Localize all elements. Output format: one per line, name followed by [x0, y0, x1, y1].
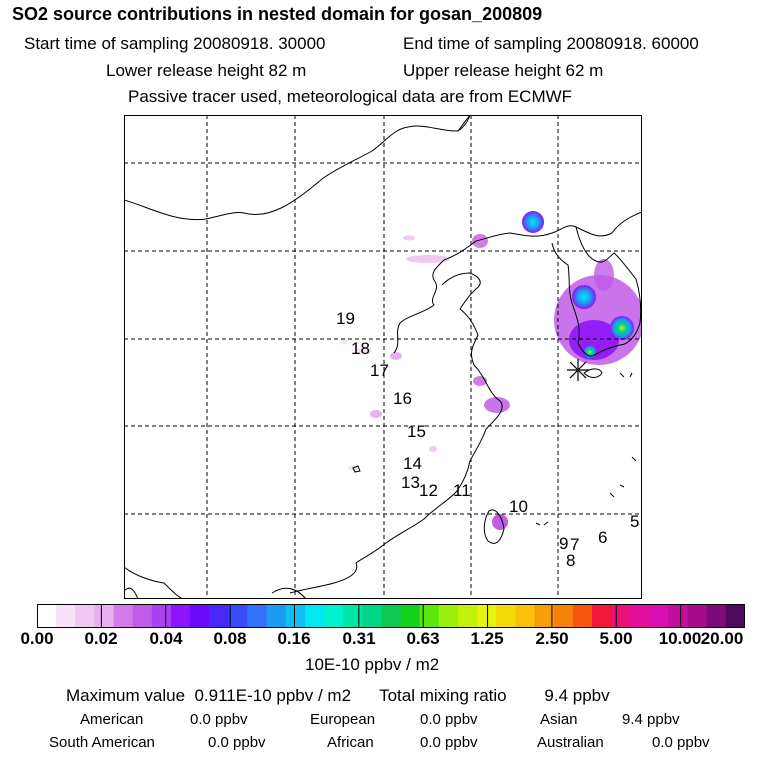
upper-release-height-label: Upper release height 62 m	[403, 61, 604, 80]
region-value: 9.4 ppbv	[622, 711, 680, 728]
receptor-asterisk-icon	[567, 359, 589, 381]
colorbar-tick-label: 20.00	[700, 629, 744, 648]
start-time-label: Start time of sampling 20080918. 30000	[24, 34, 326, 53]
colorbar-cell	[477, 604, 497, 628]
colorbar-cell	[285, 604, 306, 628]
region-name: American	[80, 711, 144, 728]
region-name: Asian	[540, 711, 578, 728]
colorbar-cell	[572, 604, 593, 628]
colorbar-cell	[725, 604, 745, 628]
colorbar-tick-label: 2.50	[535, 629, 569, 648]
region-value: 0.0 ppbv	[420, 734, 478, 751]
end-time-label: End time of sampling 20080918. 60000	[403, 34, 699, 53]
colorbar-cell	[706, 604, 727, 628]
trajectory-label: 17	[370, 361, 389, 380]
page-title: SO2 source contributions in nested domai…	[12, 4, 543, 24]
colorbar-cell	[419, 604, 440, 628]
colorbar-tick-label: 0.08	[213, 629, 247, 648]
trajectory-label: 7	[570, 535, 579, 554]
region-name: Australian	[537, 734, 604, 751]
colorbar-cell	[438, 604, 459, 628]
colorbar-cell	[553, 604, 574, 628]
colorbar-tick-label: 1.25	[470, 629, 504, 648]
trajectory-labels: 19 18 17 16 15 14 13 12 11 10 9 7 8 6 5	[336, 309, 639, 570]
colorbar-unit: 10E-10 ppbv / m2	[305, 655, 440, 674]
colorbar-cell	[190, 604, 210, 628]
max-value-line: Maximum value 0.911E-10 ppbv / m2 Total …	[66, 686, 610, 705]
trajectory-label: 10	[509, 497, 528, 516]
colorbar-cell	[400, 604, 421, 628]
colorbar-cell	[687, 604, 708, 628]
colorbar-cell	[132, 604, 153, 628]
trajectory-label: 18	[351, 339, 370, 358]
colorbar-cell	[534, 604, 555, 628]
region-value: 0.0 ppbv	[652, 734, 710, 751]
colorbar-cell	[381, 604, 402, 628]
trajectory-label: 9	[559, 534, 568, 553]
trajectory-label: 15	[407, 422, 426, 441]
colorbar-cell	[496, 604, 516, 628]
trajectory-label: 14	[403, 454, 422, 473]
coastlines	[124, 115, 642, 599]
colorbar-cell	[457, 604, 478, 628]
trajectory-label: 12	[419, 481, 438, 500]
colorbar-tick-label: 0.63	[406, 629, 440, 648]
colorbar-tick-label: 0.02	[84, 629, 118, 648]
trajectory-label: 19	[336, 309, 355, 328]
colorbar-cell	[228, 604, 248, 628]
colorbar-tick-label: 0.31	[342, 629, 376, 648]
region-name: European	[310, 711, 376, 728]
colorbar-cell	[515, 604, 536, 628]
colorbar-tick-label: 0.00	[20, 629, 54, 648]
grid-lines	[124, 115, 642, 599]
lower-release-height-label: Lower release height 82 m	[106, 61, 307, 80]
map-panel: 19 18 17 16 15 14 13 12 11 10 9 7 8 6 5	[124, 115, 642, 599]
colorbar-cell	[591, 604, 612, 628]
colorbar-cell	[56, 604, 76, 628]
trajectory-label: 11	[453, 481, 471, 500]
trajectory-label: 5	[630, 512, 639, 531]
colorbar-cell	[343, 604, 363, 628]
trajectory-label: 8	[566, 551, 575, 570]
colorbar-cell	[75, 604, 95, 628]
colorbar-cell	[247, 604, 268, 628]
region-name: African	[327, 734, 374, 751]
region-name: South American	[49, 734, 155, 751]
colorbar	[37, 604, 745, 628]
colorbar-cell	[324, 604, 344, 628]
colorbar-cell	[630, 604, 650, 628]
colorbar-cell	[668, 604, 689, 628]
colorbar-tick-label: 5.00	[599, 629, 633, 648]
colorbar-cell	[266, 604, 287, 628]
trajectory-label: 16	[393, 389, 412, 408]
colorbar-tick-label: 0.04	[149, 629, 183, 648]
colorbar-cell	[151, 604, 172, 628]
trajectory-label: 13	[401, 473, 420, 492]
colorbar-cell	[362, 604, 382, 628]
region-value: 0.0 ppbv	[208, 734, 266, 751]
colorbar-tick-label: 10.00	[658, 629, 702, 648]
region-value: 0.0 ppbv	[420, 711, 478, 728]
colorbar-tick-label: 0.16	[277, 629, 311, 648]
concentration-plume	[340, 211, 642, 530]
colorbar-cell	[113, 604, 134, 628]
colorbar-cell	[611, 604, 631, 628]
region-value: 0.0 ppbv	[190, 711, 248, 728]
tracer-note: Passive tracer used, meteorological data…	[128, 87, 573, 106]
colorbar-cell	[170, 604, 191, 628]
colorbar-cell	[209, 604, 229, 628]
colorbar-cell	[94, 604, 115, 628]
colorbar-cell	[649, 604, 669, 628]
trajectory-label: 6	[598, 528, 607, 547]
colorbar-cell	[37, 604, 57, 628]
colorbar-cell	[304, 604, 325, 628]
